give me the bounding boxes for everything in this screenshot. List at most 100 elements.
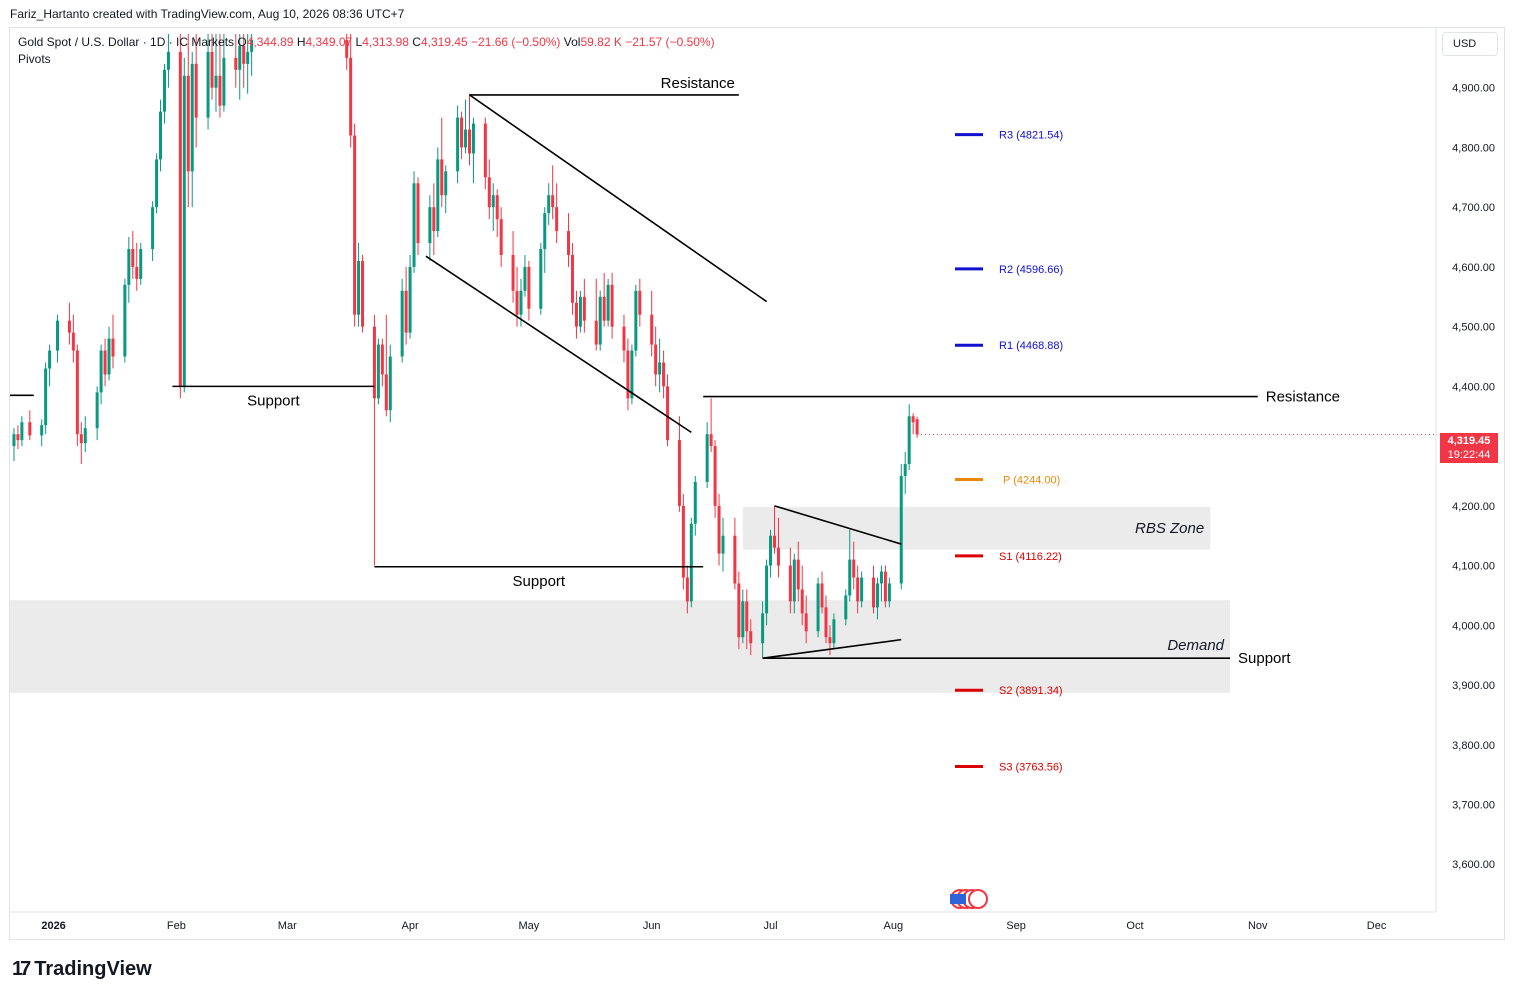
candle bbox=[432, 183, 436, 255]
candle bbox=[127, 237, 131, 303]
candle bbox=[911, 413, 915, 435]
candle-body bbox=[166, 51, 170, 70]
candle bbox=[103, 338, 107, 387]
candle-body bbox=[622, 326, 626, 351]
candle-body bbox=[654, 344, 658, 375]
open-label: O bbox=[237, 35, 247, 49]
candle bbox=[539, 243, 543, 315]
candle bbox=[372, 314, 376, 566]
candle-body bbox=[75, 350, 79, 435]
change-value: −21.66 (−0.50%) bbox=[471, 35, 561, 49]
candle-body bbox=[139, 249, 143, 279]
price-tick-label: 3,900.00 bbox=[1452, 680, 1495, 692]
candle-body bbox=[848, 559, 852, 596]
currency-button[interactable]: USD bbox=[1442, 32, 1498, 56]
candle bbox=[737, 571, 741, 650]
candle-body bbox=[570, 254, 574, 303]
candle bbox=[95, 386, 99, 441]
candle bbox=[28, 410, 32, 441]
candle-body bbox=[345, 39, 349, 58]
candle-body bbox=[658, 362, 662, 375]
candle-body bbox=[677, 440, 681, 506]
candle-body bbox=[460, 117, 464, 148]
candle bbox=[404, 266, 408, 345]
candle bbox=[598, 290, 602, 351]
candle-body bbox=[705, 434, 709, 482]
candle bbox=[499, 207, 503, 267]
candle-body bbox=[71, 332, 75, 351]
close-label: C bbox=[412, 35, 421, 49]
candle-body bbox=[650, 314, 654, 345]
chart-frame[interactable] bbox=[9, 27, 1505, 940]
candle-body bbox=[495, 195, 499, 220]
candle bbox=[899, 464, 903, 590]
candle-body bbox=[107, 338, 111, 375]
candle bbox=[879, 565, 883, 602]
pivot-label: S1 (4116.22) bbox=[999, 551, 1062, 563]
pivots-layer: R3 (4821.54) R2 (4596.66) R1 (4468.88) P (4… bbox=[955, 130, 1063, 774]
candle bbox=[804, 595, 808, 644]
candle bbox=[131, 231, 135, 279]
candle bbox=[151, 201, 155, 261]
candle bbox=[178, 33, 182, 399]
candle bbox=[662, 350, 666, 399]
candle bbox=[844, 589, 848, 626]
candle bbox=[495, 189, 499, 238]
candle-body bbox=[765, 565, 769, 614]
candle-body bbox=[883, 571, 887, 602]
drawn-line-label: Support bbox=[1238, 650, 1291, 667]
tradingview-logo[interactable]: 17 TradingView bbox=[12, 958, 152, 981]
candle-body bbox=[499, 219, 503, 255]
symbol-name[interactable]: Gold Spot / U.S. Dollar · 1D · IC Market… bbox=[18, 35, 235, 49]
time-tick-label: Sep bbox=[1006, 920, 1026, 932]
pivot-label: R1 (4468.88) bbox=[999, 340, 1063, 352]
candle bbox=[186, 33, 190, 208]
candle-body bbox=[555, 207, 559, 232]
candle-body bbox=[491, 195, 495, 208]
candle bbox=[650, 290, 654, 357]
drawn-line-label: Support bbox=[247, 392, 300, 409]
candle-body bbox=[353, 135, 357, 315]
price-tick-label: 3,600.00 bbox=[1452, 859, 1495, 871]
price-tick-label: 3,700.00 bbox=[1452, 799, 1495, 811]
candle bbox=[681, 493, 685, 590]
candle bbox=[194, 33, 198, 148]
candle-body bbox=[666, 386, 670, 441]
candle bbox=[883, 565, 887, 608]
candle bbox=[218, 33, 222, 118]
candle-body bbox=[594, 320, 598, 345]
low-value: 4,313.98 bbox=[362, 35, 409, 49]
candle bbox=[412, 171, 416, 273]
candle-body bbox=[67, 320, 71, 333]
candle-body bbox=[749, 631, 753, 644]
candle bbox=[384, 314, 388, 417]
tradingview-logo-text: TradingView bbox=[34, 958, 152, 980]
candle bbox=[444, 165, 448, 214]
candle-body bbox=[745, 601, 749, 632]
candle-body bbox=[551, 195, 555, 208]
zones-layer: RBS Zone Demand bbox=[10, 507, 1231, 693]
candle-body bbox=[523, 266, 527, 291]
candle-body bbox=[99, 350, 103, 393]
close-value: 4,319.45 bbox=[420, 35, 468, 49]
candle-body bbox=[879, 571, 883, 584]
candle-body bbox=[412, 183, 416, 267]
candle-body bbox=[357, 260, 361, 315]
candle-body bbox=[408, 266, 412, 333]
candle-body bbox=[915, 419, 919, 435]
candle-body bbox=[44, 368, 48, 426]
candle bbox=[570, 243, 574, 315]
candle bbox=[214, 33, 218, 112]
candle-body bbox=[206, 51, 210, 118]
candle-body bbox=[539, 249, 543, 309]
candle-body bbox=[527, 266, 531, 309]
candle bbox=[852, 541, 856, 590]
price-tick-label: 4,700.00 bbox=[1452, 202, 1495, 214]
indicator-legend[interactable]: Pivots bbox=[18, 52, 51, 66]
candle bbox=[242, 33, 246, 88]
candle-body bbox=[543, 213, 547, 249]
candle bbox=[547, 183, 551, 226]
candle-body bbox=[899, 475, 903, 584]
candle-body bbox=[788, 565, 792, 602]
